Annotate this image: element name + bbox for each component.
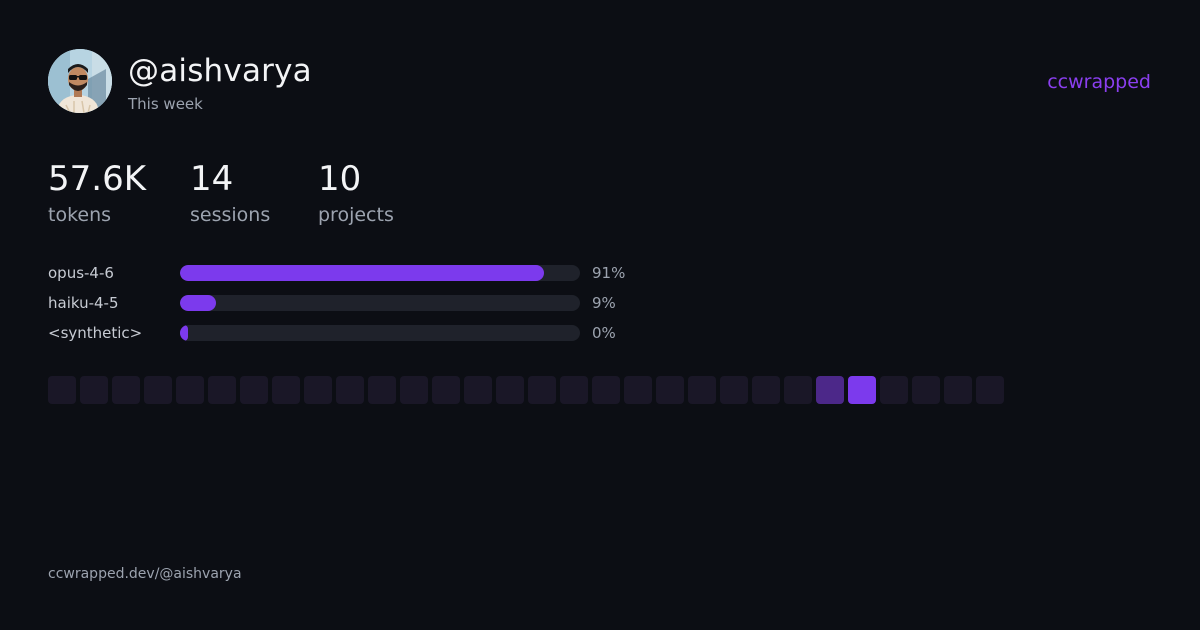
activity-cell bbox=[752, 376, 780, 404]
activity-cell bbox=[560, 376, 588, 404]
activity-cell bbox=[528, 376, 556, 404]
activity-cell bbox=[336, 376, 364, 404]
model-bar-fill bbox=[180, 325, 188, 341]
model-name: <synthetic> bbox=[48, 324, 143, 342]
activity-cell bbox=[368, 376, 396, 404]
activity-cell bbox=[144, 376, 172, 404]
stat-sessions-label: sessions bbox=[190, 204, 271, 226]
model-bar-track bbox=[180, 325, 580, 341]
stat-sessions: 14 sessions bbox=[190, 158, 270, 228]
model-bar-track bbox=[180, 295, 580, 311]
stat-tokens: 57.6K tokens bbox=[48, 158, 146, 228]
model-percent: 91% bbox=[592, 264, 626, 282]
activity-cell bbox=[912, 376, 940, 404]
footer-url[interactable]: ccwrapped.dev/@aishvarya bbox=[48, 566, 242, 582]
avatar-image bbox=[48, 49, 112, 113]
activity-cell bbox=[848, 376, 876, 404]
activity-cell bbox=[304, 376, 332, 404]
model-row-haiku: haiku-4-5 9% bbox=[48, 292, 648, 322]
activity-cell bbox=[688, 376, 716, 404]
stat-projects: 10 projects bbox=[318, 158, 394, 228]
activity-heatmap bbox=[48, 376, 1004, 404]
activity-cell bbox=[592, 376, 620, 404]
model-bar-fill bbox=[180, 295, 216, 311]
activity-cell bbox=[176, 376, 204, 404]
activity-cell bbox=[976, 376, 1004, 404]
activity-cell bbox=[112, 376, 140, 404]
stat-projects-value: 10 bbox=[318, 159, 362, 199]
stat-sessions-value: 14 bbox=[190, 159, 234, 199]
model-row-synthetic: <synthetic> 0% bbox=[48, 322, 648, 352]
model-row-opus: opus-4-6 91% bbox=[48, 262, 648, 292]
brand-link[interactable]: ccwrapped bbox=[1047, 71, 1151, 93]
activity-cell bbox=[48, 376, 76, 404]
stat-tokens-label: tokens bbox=[48, 204, 112, 226]
model-name: opus-4-6 bbox=[48, 264, 114, 282]
activity-cell bbox=[432, 376, 460, 404]
username: @aishvarya bbox=[128, 53, 312, 89]
activity-cell bbox=[784, 376, 812, 404]
activity-cell bbox=[816, 376, 844, 404]
stat-tokens-value: 57.6K bbox=[48, 159, 146, 199]
activity-cell bbox=[496, 376, 524, 404]
stat-projects-label: projects bbox=[318, 204, 394, 226]
activity-cell bbox=[880, 376, 908, 404]
model-bar-track bbox=[180, 265, 580, 281]
activity-cell bbox=[464, 376, 492, 404]
activity-cell bbox=[624, 376, 652, 404]
activity-cell bbox=[720, 376, 748, 404]
activity-cell bbox=[656, 376, 684, 404]
period-label: This week bbox=[128, 95, 203, 113]
avatar bbox=[48, 49, 112, 113]
model-percent: 0% bbox=[592, 324, 616, 342]
activity-cell bbox=[400, 376, 428, 404]
activity-cell bbox=[208, 376, 236, 404]
activity-cell bbox=[272, 376, 300, 404]
model-usage-list: opus-4-6 91% haiku-4-5 9% <synthetic> 0% bbox=[48, 262, 648, 352]
activity-cell bbox=[240, 376, 268, 404]
model-bar-fill bbox=[180, 265, 544, 281]
activity-cell bbox=[80, 376, 108, 404]
model-percent: 9% bbox=[592, 294, 616, 312]
activity-cell bbox=[944, 376, 972, 404]
model-name: haiku-4-5 bbox=[48, 294, 119, 312]
